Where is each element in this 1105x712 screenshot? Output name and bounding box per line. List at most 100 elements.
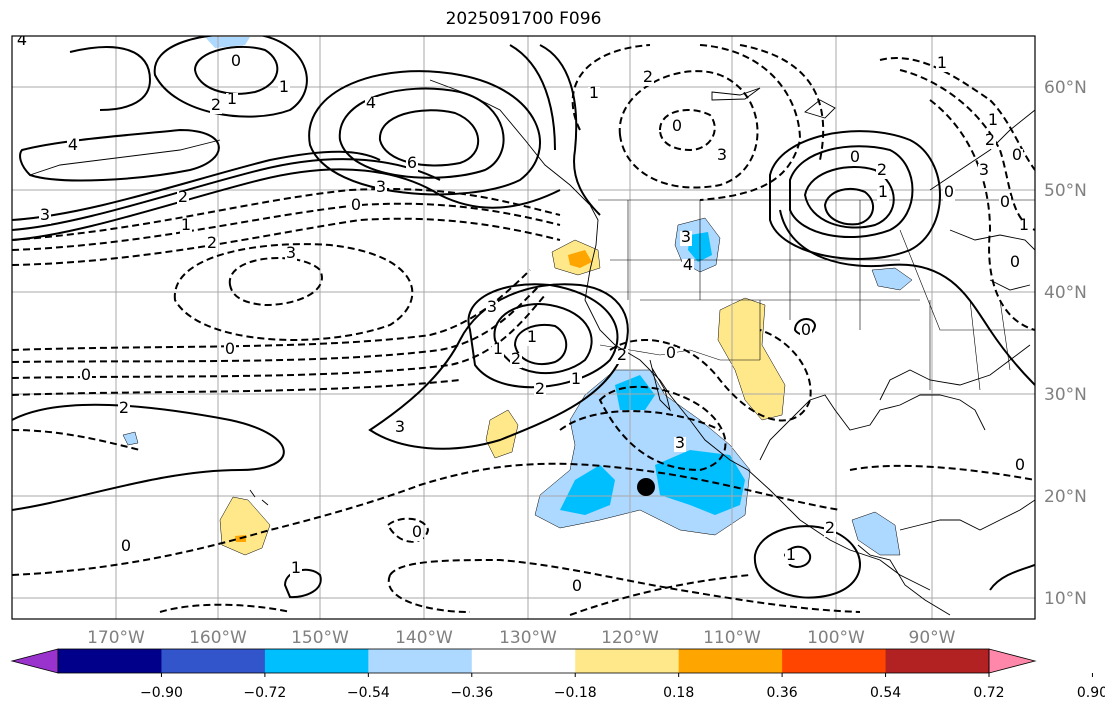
contour-label: 3: [395, 417, 405, 436]
colorbar: [10, 648, 1037, 674]
contour-label: 0: [944, 182, 954, 201]
colorbar-segment: [368, 649, 473, 673]
positive-contours: [12, 36, 1035, 599]
contour-label-bg: [978, 164, 990, 179]
colorbar-segment: [678, 649, 783, 673]
contour-label-bg: [570, 373, 582, 388]
contour-label: 2: [211, 95, 221, 114]
contour-label: 1: [571, 369, 581, 388]
contour-label-bg: [180, 219, 192, 234]
contour-label-bg: [365, 97, 377, 112]
colorbar-tick-label: 0.72: [973, 685, 1004, 701]
contour-label: 3: [40, 205, 50, 224]
contour-label: 1: [493, 339, 503, 358]
contour-label: 0: [801, 320, 811, 339]
shade-yellow-pacific: [485, 409, 519, 459]
colorbar-segment: [782, 649, 887, 673]
contour-label-bg: [1011, 149, 1023, 164]
contour-label-bg: [716, 149, 728, 164]
colorbar-tick-label: 0.18: [663, 685, 694, 701]
contour-label: 1: [181, 215, 191, 234]
contour-label-bg: [375, 181, 387, 196]
contour-label: 1: [291, 558, 301, 577]
colorbar-tick-label: 0.90: [1077, 685, 1105, 701]
colorbar-tick-label: −0.72: [243, 685, 286, 701]
contour-label: 1: [589, 83, 599, 102]
contour-label: 4: [683, 255, 693, 274]
shade-blue-topleft: [205, 37, 250, 48]
contour-label: 0: [1015, 455, 1025, 474]
contour-label-bg: [230, 55, 242, 70]
contour-label-bg: [206, 237, 218, 252]
contour-label-bg: [486, 301, 498, 316]
contour-label: 6: [407, 153, 417, 172]
lon-label: 150°W: [291, 628, 349, 648]
contour-labels: 4021146323012343210430021123321230010020…: [16, 36, 1030, 595]
contour-label: 0: [572, 576, 582, 595]
contour-label-bg: [674, 437, 686, 452]
contour-label-bg: [616, 349, 628, 364]
contour-label-bg: [118, 402, 130, 417]
contour-label-bg: [510, 353, 522, 368]
contour-label: 0: [1012, 145, 1022, 164]
lat-label: 30°N: [1044, 385, 1087, 405]
forecast-point-marker: [637, 478, 655, 496]
contour-label-bg: [642, 71, 654, 86]
map-frame: [11, 35, 1036, 620]
colorbar-frame: [57, 648, 990, 674]
contour-label-bg: [680, 231, 692, 246]
contour-label-bg: [785, 549, 797, 564]
contour-label: 2: [825, 518, 835, 537]
colorbar-tick-label: −0.54: [347, 685, 390, 701]
shade-yellow-hawaii: [219, 496, 271, 556]
contour-label-bg: [824, 522, 836, 537]
contour-label: 1: [937, 53, 947, 72]
coastlines: [29, 79, 1035, 616]
contour-label: 3: [675, 433, 685, 452]
contour-label: 0: [231, 51, 241, 70]
colorbar-extend-high: [988, 648, 1037, 674]
contour-label-bg: [226, 93, 238, 108]
contour-label: 4: [68, 135, 78, 154]
contour-label: 2: [178, 187, 188, 206]
contour-label-bg: [534, 383, 546, 398]
contour-label-bg: [285, 247, 297, 262]
contour-label: 3: [979, 160, 989, 179]
lat-label: 60°N: [1044, 78, 1087, 98]
contour-label: 2: [511, 349, 521, 368]
colorbar-tick-labels: −0.90 −0.72 −0.54 −0.36 −0.18 0.18 0.36 0.54 0.7…: [140, 673, 1105, 701]
contour-label: 1: [1019, 215, 1029, 234]
contour-label: 3: [376, 177, 386, 196]
contour-label: 1: [988, 110, 998, 129]
contour-label: 0: [121, 536, 131, 555]
contour-label: 0: [666, 343, 676, 362]
lon-label: 90°W: [909, 628, 956, 648]
colorbar-segment: [161, 649, 266, 673]
shade-blue-dark-south: [655, 450, 745, 515]
colorbar-tick-label: −0.90: [140, 685, 183, 701]
colorbar-segment: [575, 649, 680, 673]
contour-label-bg: [120, 540, 132, 555]
shade-blue-central: [851, 511, 901, 556]
contour-label-bg: [682, 259, 694, 274]
colorbar-segment: [885, 649, 990, 673]
lat-label: 40°N: [1044, 283, 1087, 303]
contour-label-bg: [671, 120, 683, 135]
lon-label: 140°W: [395, 628, 453, 648]
contour-label-bg: [411, 526, 423, 541]
shade-blue-dark-baja: [615, 375, 655, 410]
contour-label-bg: [943, 186, 955, 201]
lon-label: 160°W: [189, 628, 247, 648]
contour-label-bg: [849, 151, 861, 166]
contour-label: 0: [850, 147, 860, 166]
contour-label: 0: [81, 365, 91, 384]
contour-label-bg: [290, 562, 302, 577]
contour-label: 0: [412, 522, 422, 541]
shaded-fields: [122, 37, 913, 556]
lon-label: 120°W: [601, 628, 659, 648]
colorbar-segment: [58, 649, 162, 673]
colorbar-tick-label: 0.54: [870, 685, 901, 701]
contour-label-bg: [984, 134, 996, 149]
contour-label: 0: [225, 339, 235, 358]
